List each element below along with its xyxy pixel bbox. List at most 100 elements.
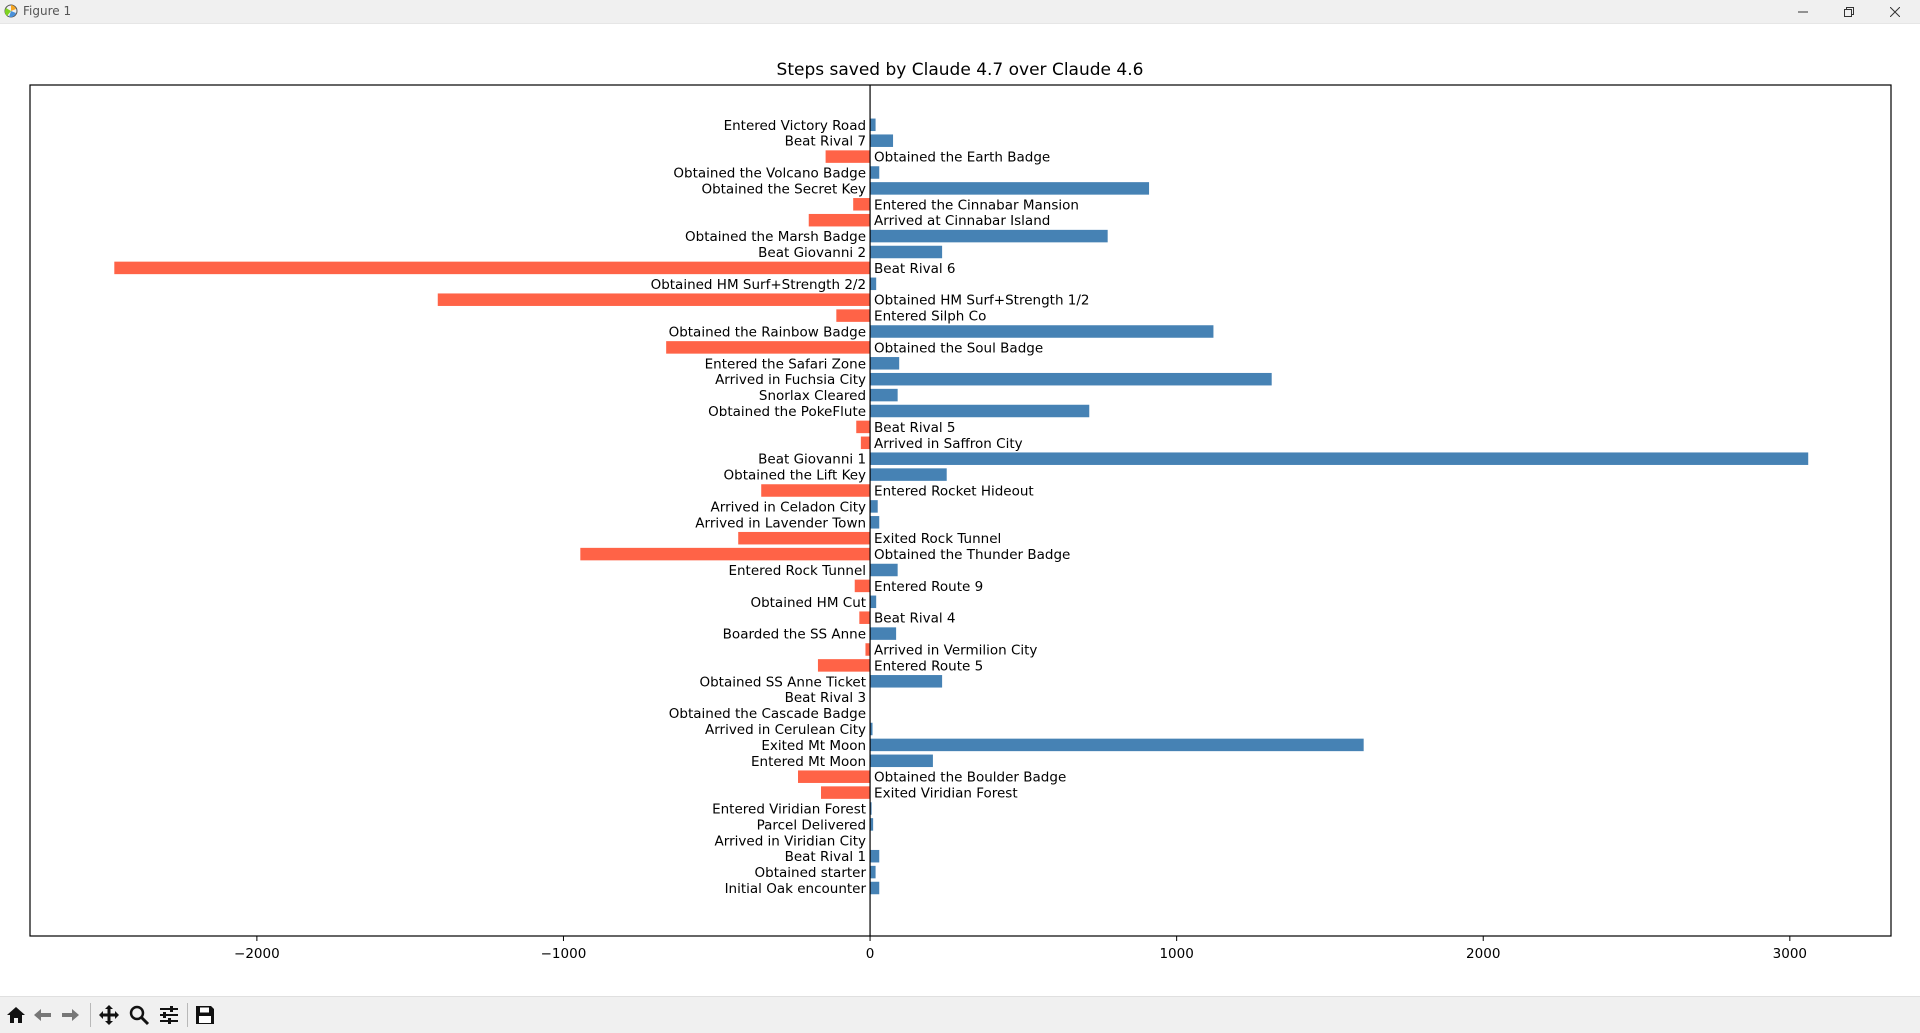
bar-label: Entered Rock Tunnel: [728, 563, 866, 579]
toolbar-separator: [187, 1003, 188, 1027]
bar-label: Beat Rival 3: [785, 690, 866, 706]
bar: [854, 579, 871, 593]
restore-icon: [1844, 6, 1854, 17]
bar-label: Exited Viridian Forest: [874, 786, 1018, 802]
navigation-toolbar: [0, 996, 1920, 1033]
bar-label: Obtained the Lift Key: [724, 468, 867, 484]
bar-label: Obtained the PokeFlute: [708, 404, 866, 420]
bar-label: Obtained SS Anne Ticket: [699, 674, 866, 690]
plot-frame: [29, 84, 1892, 937]
bar-label: Arrived at Cinnabar Island: [874, 213, 1050, 229]
bar: [870, 277, 877, 291]
bar-label: Beat Rival 4: [874, 611, 955, 627]
bar: [870, 372, 1272, 386]
bar-label: Beat Giovanni 1: [758, 452, 866, 468]
bar: [836, 309, 871, 322]
pan-button[interactable]: [96, 1002, 122, 1028]
bar-label: Obtained the Earth Badge: [874, 150, 1050, 166]
bar: [870, 388, 898, 402]
bar-label: Obtained the Cascade Badge: [669, 706, 866, 722]
restore-button[interactable]: [1826, 0, 1872, 23]
close-button[interactable]: [1872, 0, 1918, 23]
bar: [761, 484, 871, 497]
bar: [870, 675, 943, 688]
bar: [870, 325, 1214, 338]
configure-subplots-icon: [160, 1006, 178, 1024]
bar: [738, 531, 871, 545]
figure-canvas[interactable]: Steps saved by Claude 4.7 over Claude 4.…: [0, 24, 1920, 996]
bar-label: Entered Route 5: [874, 658, 983, 674]
home-icon: [7, 1007, 25, 1023]
bar-label: Obtained HM Surf+Strength 1/2: [874, 293, 1089, 309]
bar-chart: Steps saved by Claude 4.7 over Claude 4.…: [29, 60, 1892, 962]
bar-label: Obtained the Secret Key: [701, 181, 866, 197]
x-tick-label: 3000: [1773, 946, 1807, 962]
bar-label: Entered Silph Co: [874, 309, 986, 325]
bar-label: Arrived in Viridian City: [715, 833, 867, 849]
window-title: Figure 1: [23, 4, 72, 18]
bar: [825, 150, 871, 163]
window-titlebar: Figure 1: [0, 0, 1920, 24]
x-tick-label: 1000: [1159, 946, 1193, 962]
bar: [856, 420, 871, 434]
minimize-icon: [1798, 11, 1808, 12]
bar: [821, 786, 871, 799]
bar-label: Beat Rival 1: [785, 849, 866, 865]
bar-label: Exited Rock Tunnel: [874, 531, 1001, 547]
bar: [870, 595, 877, 609]
bar-label: Entered Rocket Hideout: [874, 484, 1034, 500]
configure-subplots-button[interactable]: [156, 1002, 182, 1028]
bar: [865, 643, 871, 656]
x-tick-label: −2000: [234, 946, 280, 962]
bar-label: Obtained the Marsh Badge: [685, 229, 866, 245]
x-axis-ticks: −2000 −1000 0 1000 2000 3000: [234, 936, 1807, 962]
bar: [860, 436, 871, 450]
bar-label: Obtained the Rainbow Badge: [669, 325, 866, 341]
bar: [859, 611, 871, 624]
bar-label: Entered Route 9: [874, 579, 983, 595]
pan-move-icon: [99, 1005, 119, 1025]
forward-arrow-icon: [62, 1009, 79, 1021]
back-button[interactable]: [30, 1002, 56, 1028]
bar: [114, 261, 871, 275]
x-tick-label: 2000: [1466, 946, 1500, 962]
bar: [870, 404, 1090, 418]
bar: [870, 754, 933, 768]
bar-label: Entered Viridian Forest: [712, 802, 866, 818]
bars-group: [114, 118, 1809, 895]
save-button[interactable]: [192, 1002, 218, 1028]
bar-label: Arrived in Fuchsia City: [715, 372, 866, 388]
bar-label: Initial Oak encounter: [725, 881, 867, 897]
bar: [870, 245, 943, 259]
x-tick-label: −1000: [541, 946, 587, 962]
close-icon: [1890, 6, 1900, 17]
zoom-magnifier-icon: [129, 1005, 150, 1026]
bar: [870, 118, 876, 132]
bar: [870, 563, 898, 577]
bar-label: Beat Giovanni 2: [758, 245, 866, 261]
bar: [870, 229, 1108, 243]
bar-label: Obtained the Soul Badge: [874, 340, 1043, 356]
bar-label: Snorlax Cleared: [759, 388, 866, 404]
bar: [870, 802, 872, 815]
bar: [870, 627, 897, 640]
bar-label: Beat Rival 7: [785, 134, 866, 150]
bar-label: Obtained HM Cut: [750, 595, 866, 611]
matplotlib-app-icon: [4, 4, 18, 18]
forward-button[interactable]: [57, 1002, 83, 1028]
toolbar-separator: [90, 1003, 91, 1027]
zoom-button[interactable]: [126, 1002, 152, 1028]
back-arrow-icon: [34, 1009, 51, 1021]
bar-label: Arrived in Celadon City: [711, 499, 867, 515]
bar: [580, 547, 871, 561]
bar: [853, 198, 871, 211]
bar-label: Entered the Cinnabar Mansion: [874, 197, 1079, 213]
minimize-button[interactable]: [1780, 0, 1826, 23]
bar: [798, 770, 871, 783]
home-button[interactable]: [3, 1002, 29, 1028]
bar-label: Obtained the Thunder Badge: [874, 547, 1070, 563]
bar: [870, 516, 880, 529]
bar: [870, 357, 900, 370]
bar: [808, 213, 871, 227]
